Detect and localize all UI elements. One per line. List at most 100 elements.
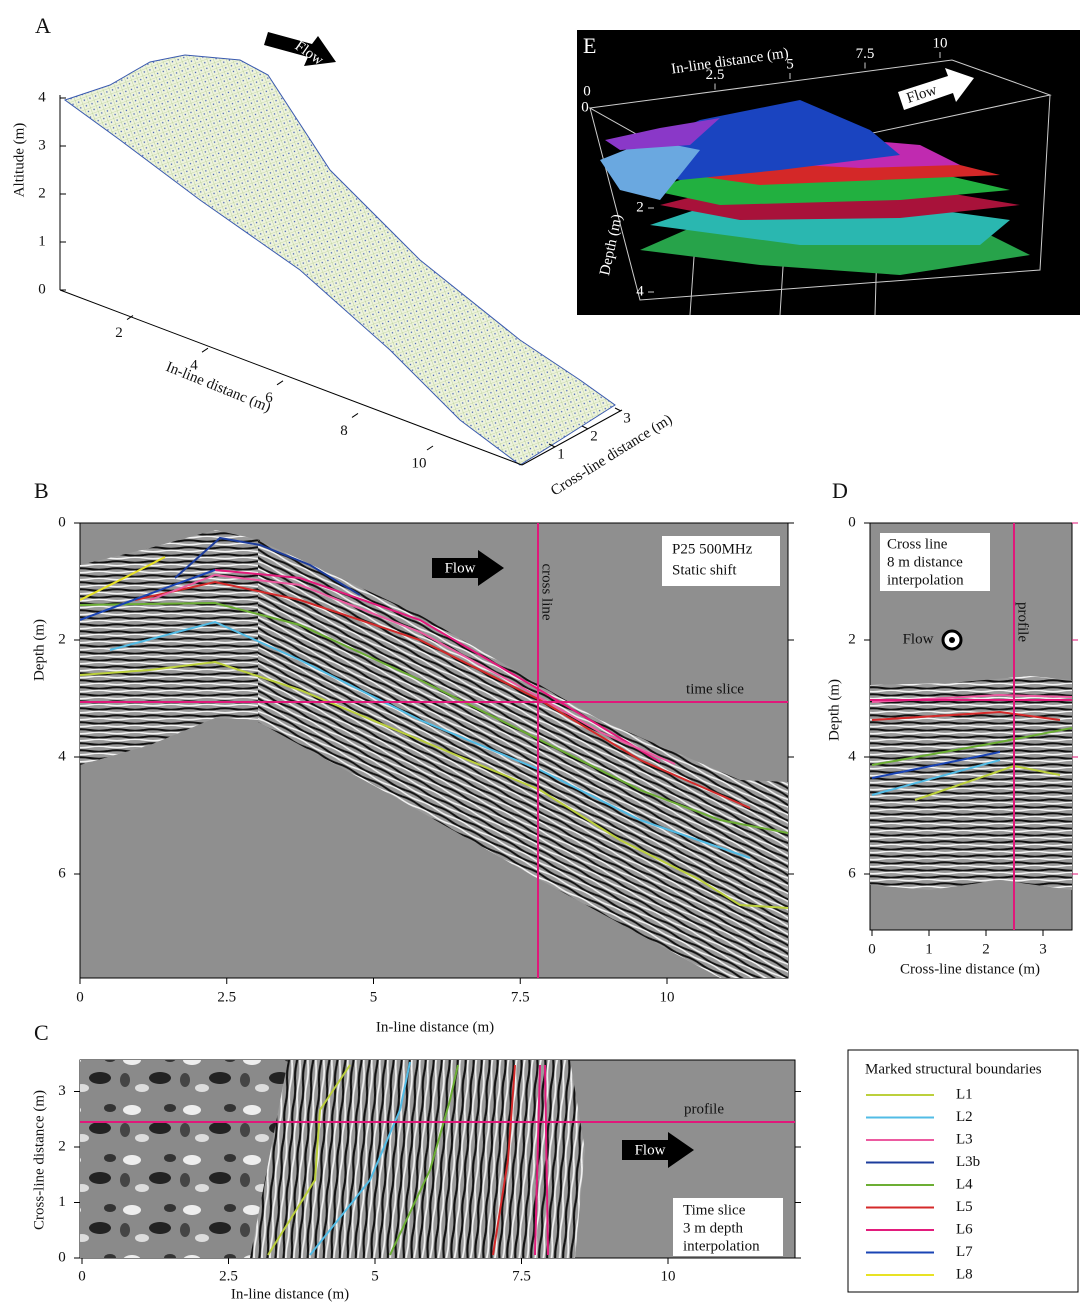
boundary-line <box>544 1064 549 1256</box>
y-tick-label: 3 <box>58 1083 66 1099</box>
boundary-line <box>134 580 751 809</box>
y-tick-label: 4 <box>58 748 66 764</box>
legend-label: L6 <box>956 1221 973 1237</box>
y-axis-label: Cross-line distance (m) <box>31 1090 47 1230</box>
x-axis-label: Cross-line distance (m) <box>900 961 1040 977</box>
legend-label: L1 <box>956 1086 973 1102</box>
y-tick-label: 4 <box>636 283 644 299</box>
annotation: Time slice <box>683 1202 746 1218</box>
time-slice-label: time slice <box>686 681 744 697</box>
legend-label: L3b <box>956 1154 980 1170</box>
x-tick-label: 8 <box>340 423 348 439</box>
y-tick-label: 2 <box>636 199 644 215</box>
flow-label: Flow <box>445 560 476 576</box>
annotation: interpolation <box>683 1238 760 1254</box>
panel-c <box>79 1059 796 1259</box>
boundary-line <box>109 620 751 859</box>
flow-label: Flow <box>903 631 934 647</box>
y-axis-label: Depth (m) <box>826 679 842 741</box>
x-axis-label: In-line distanc (m) <box>163 359 273 416</box>
panel-label: E <box>583 33 596 58</box>
flow-arrow <box>898 68 974 110</box>
layer <box>605 118 720 150</box>
flow-symbol <box>949 637 955 643</box>
z-tick-label: 3 <box>623 410 631 426</box>
tick-mark <box>201 347 209 353</box>
panel-label: C <box>34 1020 49 1045</box>
y-tick-label: 0 <box>58 514 66 530</box>
legend-label: L7 <box>956 1244 973 1260</box>
y-tick-label: 1 <box>38 233 46 249</box>
x-tick-label: 7.5 <box>856 46 875 62</box>
legend-label: L4 <box>956 1176 973 1192</box>
x-tick-label: 5 <box>786 56 794 72</box>
profile-label: profile <box>1015 602 1031 642</box>
box-frame <box>589 94 1051 301</box>
y-tick-label: 2 <box>38 185 46 201</box>
annotation: Cross line <box>887 536 948 552</box>
x-tick-label: 7.5 <box>512 1268 531 1284</box>
radargram <box>80 530 260 765</box>
annotation: P25 500MHz <box>672 541 753 557</box>
boundary-line <box>149 573 676 765</box>
annotation: interpolation <box>887 572 964 588</box>
y-tick-label: 2 <box>58 631 66 647</box>
y-tick-label: 3 <box>38 137 46 153</box>
tick-mark <box>126 315 134 321</box>
boundary-line <box>80 660 788 909</box>
y-tick-label: 4 <box>38 89 46 105</box>
legend-label: L2 <box>956 1109 973 1125</box>
boundary-line <box>871 751 1001 779</box>
x-tick-label: 0 <box>76 989 84 1005</box>
time-slice <box>80 1060 290 1258</box>
y-tick-label: 0 <box>848 514 856 530</box>
x-tick-label: 10 <box>412 455 427 471</box>
y-tick-label: 2 <box>848 631 856 647</box>
legend-label: L5 <box>956 1199 973 1215</box>
radargram <box>258 540 788 978</box>
tick-mark <box>614 407 622 412</box>
x-axis-label: In-line distance (m) <box>231 1286 349 1302</box>
x-tick-label: 2.5 <box>217 989 236 1005</box>
x-tick-label: 4 <box>190 358 198 374</box>
y-tick-label: 0 <box>38 281 46 297</box>
y-tick-label: 6 <box>58 865 66 881</box>
boundary-line <box>80 601 788 834</box>
flow-arrow <box>432 550 504 586</box>
x-tick-label: 0 <box>868 941 876 957</box>
annotation-box <box>880 533 990 591</box>
legend-label: L8 <box>956 1266 973 1282</box>
y-tick-label: 2 <box>58 1138 66 1154</box>
x-tick-label: 2 <box>115 325 123 341</box>
x-tick-label: 10 <box>660 989 675 1005</box>
flow-arrow <box>622 1132 694 1168</box>
x-tick-label: 7.5 <box>511 989 530 1005</box>
panel-b <box>79 522 789 979</box>
y-axis-label: Altitude (m) <box>11 123 27 198</box>
tick-mark <box>276 380 284 386</box>
z-tick-label: 1 <box>557 446 565 462</box>
x-tick-label: 1 <box>925 941 933 957</box>
y-tick-label: 0 <box>58 1249 66 1265</box>
boundary-line <box>214 569 661 763</box>
tick-label: 0 <box>581 99 589 115</box>
panel-d <box>869 522 1073 931</box>
boundary-line <box>389 1064 459 1256</box>
tick-mark <box>351 412 359 418</box>
tick-label: 0 <box>583 83 591 99</box>
flow-arrow <box>264 32 336 66</box>
layer <box>600 140 700 200</box>
annotation-box <box>662 536 780 586</box>
annotation-box <box>673 1198 783 1256</box>
boundary-line <box>534 1064 541 1256</box>
boundary-line <box>871 759 1001 796</box>
x-tick-label: 3 <box>1039 941 1047 957</box>
boundary-line <box>80 569 216 621</box>
annotation: 8 m distance <box>887 554 963 570</box>
z-tick-label: 2 <box>590 428 598 444</box>
radargram <box>870 676 1072 890</box>
panel-a <box>59 32 623 466</box>
x-tick-label: 5 <box>370 989 378 1005</box>
boundary-line <box>492 1064 516 1256</box>
